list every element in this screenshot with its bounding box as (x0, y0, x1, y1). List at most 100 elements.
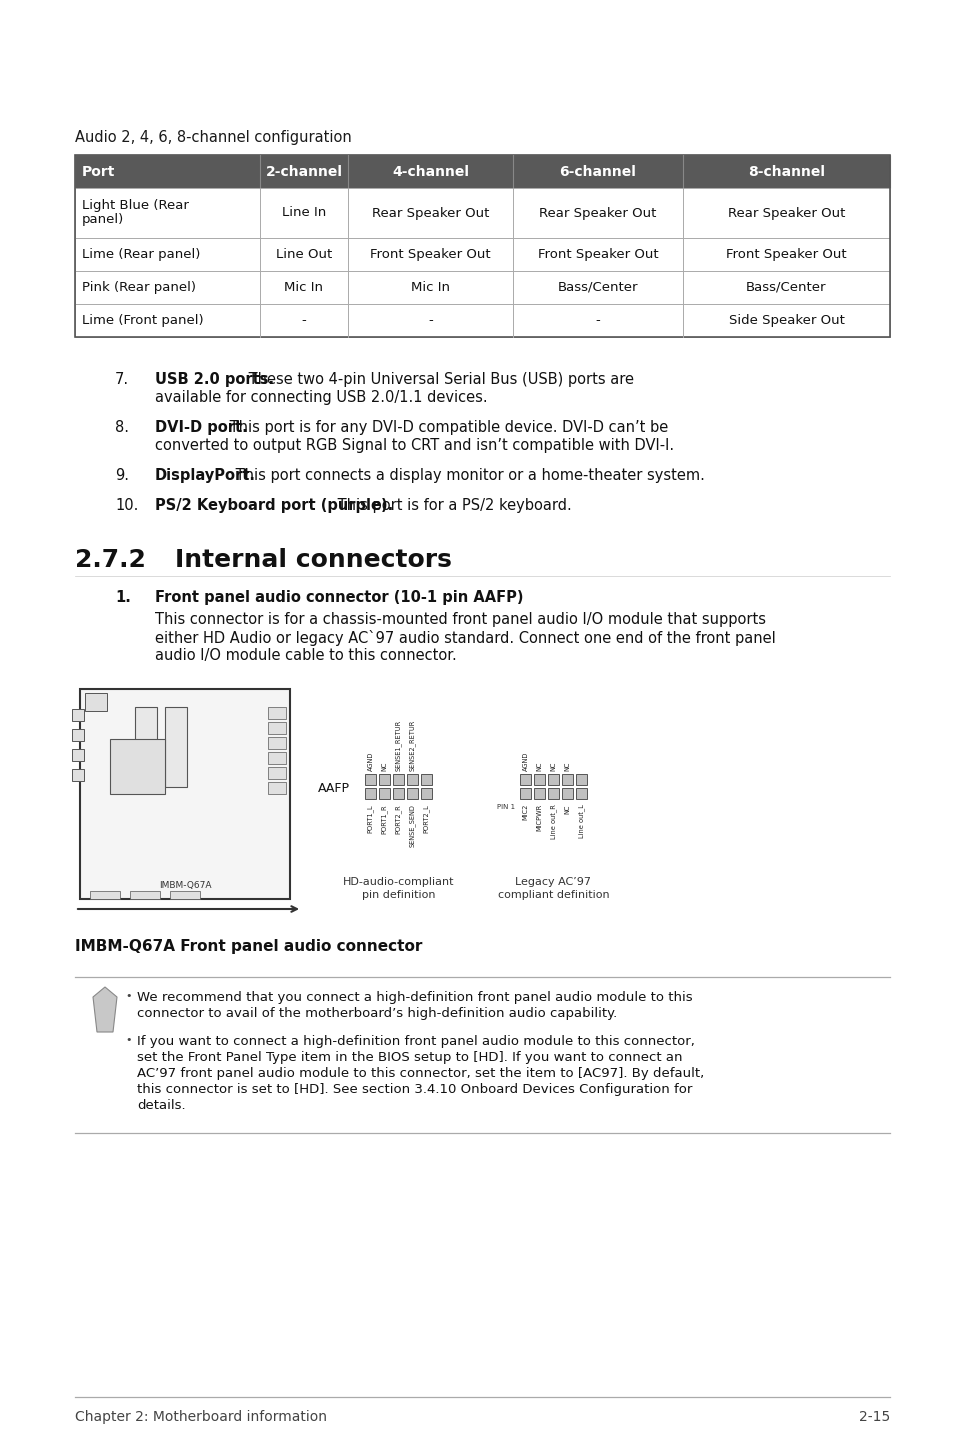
Bar (75, 155, 889, 188)
Text: NC: NC (536, 762, 542, 771)
Text: •: • (125, 1035, 132, 1045)
Text: Mic In: Mic In (284, 280, 323, 293)
Bar (75, 155, 889, 188)
Bar (393, 788, 403, 800)
Text: Side Speaker Out: Side Speaker Out (728, 313, 843, 326)
Bar (71, 749, 84, 761)
Text: USB 2.0 ports.: USB 2.0 ports. (154, 372, 274, 387)
Text: compliant definition: compliant definition (497, 890, 609, 900)
Text: Lime (Front panel): Lime (Front panel) (82, 313, 203, 326)
Text: PORT2_R: PORT2_R (395, 804, 401, 834)
Text: 2-channel: 2-channel (265, 165, 342, 180)
Bar (561, 774, 573, 785)
Text: 2.7.2: 2.7.2 (75, 548, 146, 572)
Bar (165, 707, 187, 787)
Text: 10.: 10. (115, 498, 138, 513)
Bar (407, 774, 417, 785)
Text: This port is for a PS/2 keyboard.: This port is for a PS/2 keyboard. (333, 498, 571, 513)
Bar (75, 188, 889, 239)
Text: Lime (Rear panel): Lime (Rear panel) (82, 247, 200, 262)
Text: DVI-D port.: DVI-D port. (154, 420, 248, 436)
Text: If you want to connect a high-definition front panel audio module to this connec: If you want to connect a high-definition… (137, 1035, 694, 1048)
Text: Bass/Center: Bass/Center (558, 280, 638, 293)
Text: Chapter 2: Motherboard information: Chapter 2: Motherboard information (75, 1411, 327, 1424)
Bar (75, 239, 889, 270)
Text: -: - (428, 313, 433, 326)
Text: AC’97 front panel audio module to this connector, set the item to [AC97]. By def: AC’97 front panel audio module to this c… (137, 1067, 703, 1080)
Bar (75, 188, 889, 239)
Bar (576, 774, 586, 785)
Text: Audio 2, 4, 6, 8-channel configuration: Audio 2, 4, 6, 8-channel configuration (75, 129, 352, 145)
Bar (561, 788, 573, 800)
Text: this connector is set to [HD]. See section 3.4.10 Onboard Devices Configuration : this connector is set to [HD]. See secti… (137, 1083, 692, 1096)
Text: Pink (Rear panel): Pink (Rear panel) (82, 280, 195, 293)
Text: Rear Speaker Out: Rear Speaker Out (727, 207, 844, 220)
Text: This port connects a display monitor or a home-theater system.: This port connects a display monitor or … (231, 467, 704, 483)
Text: MICPWR: MICPWR (536, 804, 542, 831)
Polygon shape (92, 986, 117, 1032)
Text: -: - (301, 313, 306, 326)
Bar (378, 788, 390, 800)
Text: Mic In: Mic In (411, 280, 450, 293)
Text: IMBM-Q67A Front panel audio connector: IMBM-Q67A Front panel audio connector (75, 939, 422, 953)
Text: 8.: 8. (115, 420, 129, 436)
Text: Front Speaker Out: Front Speaker Out (725, 247, 846, 262)
Text: NC: NC (564, 762, 570, 771)
Text: Front panel audio connector (10-1 pin AAFP): Front panel audio connector (10-1 pin AA… (154, 590, 523, 605)
Text: PS/2 Keyboard port (purple).: PS/2 Keyboard port (purple). (154, 498, 393, 513)
Bar (420, 774, 432, 785)
Text: Internal connectors: Internal connectors (174, 548, 452, 572)
Text: Line Out: Line Out (275, 247, 332, 262)
Text: converted to output RGB Signal to CRT and isn’t compatible with DVI-I.: converted to output RGB Signal to CRT an… (154, 439, 674, 453)
Text: 7.: 7. (115, 372, 129, 387)
Text: Line out_L: Line out_L (578, 804, 584, 838)
Bar (547, 788, 558, 800)
Bar (519, 788, 531, 800)
Text: Front Speaker Out: Front Speaker Out (370, 247, 490, 262)
Text: Front Speaker Out: Front Speaker Out (537, 247, 658, 262)
Text: NC: NC (381, 762, 387, 771)
Bar (130, 892, 160, 899)
Text: Line out_R: Line out_R (550, 804, 557, 838)
Bar (135, 707, 157, 787)
Bar (71, 769, 84, 781)
Text: Legacy AC’97: Legacy AC’97 (515, 877, 591, 887)
Text: HD-audio-compliant: HD-audio-compliant (342, 877, 454, 887)
Text: 6-channel: 6-channel (559, 165, 636, 180)
Bar (75, 155, 889, 336)
Text: NC: NC (550, 762, 556, 771)
Bar (534, 788, 544, 800)
Text: AAFP: AAFP (317, 781, 350, 795)
Bar (85, 693, 107, 710)
Text: panel): panel) (82, 213, 124, 227)
Text: Light Blue (Rear: Light Blue (Rear (82, 200, 189, 213)
Text: PORT1_L: PORT1_L (367, 804, 374, 833)
Bar (268, 722, 286, 733)
Bar (75, 303, 889, 336)
Bar (547, 774, 558, 785)
Text: Bass/Center: Bass/Center (745, 280, 826, 293)
Bar (75, 239, 889, 270)
Text: NC: NC (564, 804, 570, 814)
Text: AGND: AGND (367, 752, 374, 771)
Text: Rear Speaker Out: Rear Speaker Out (538, 207, 656, 220)
Text: These two 4-pin Universal Serial Bus (USB) ports are: These two 4-pin Universal Serial Bus (US… (244, 372, 633, 387)
Text: MIC2: MIC2 (522, 804, 528, 820)
Text: •: • (125, 991, 132, 1001)
Text: Line In: Line In (281, 207, 326, 220)
Bar (576, 788, 586, 800)
Text: We recommend that you connect a high-definition front panel audio module to this: We recommend that you connect a high-def… (137, 991, 692, 1004)
Text: 9.: 9. (115, 467, 129, 483)
Bar (407, 788, 417, 800)
Bar (534, 774, 544, 785)
Bar (268, 782, 286, 794)
Bar (71, 729, 84, 741)
Text: This port is for any DVI-D compatible device. DVI-D can’t be: This port is for any DVI-D compatible de… (225, 420, 667, 436)
Text: -: - (595, 313, 599, 326)
Bar (420, 788, 432, 800)
Text: PIN 1: PIN 1 (497, 804, 515, 810)
Text: 2-15: 2-15 (858, 1411, 889, 1424)
Text: AGND: AGND (522, 752, 528, 771)
Text: Rear Speaker Out: Rear Speaker Out (372, 207, 489, 220)
Text: audio I/O module cable to this connector.: audio I/O module cable to this connector… (154, 649, 456, 663)
